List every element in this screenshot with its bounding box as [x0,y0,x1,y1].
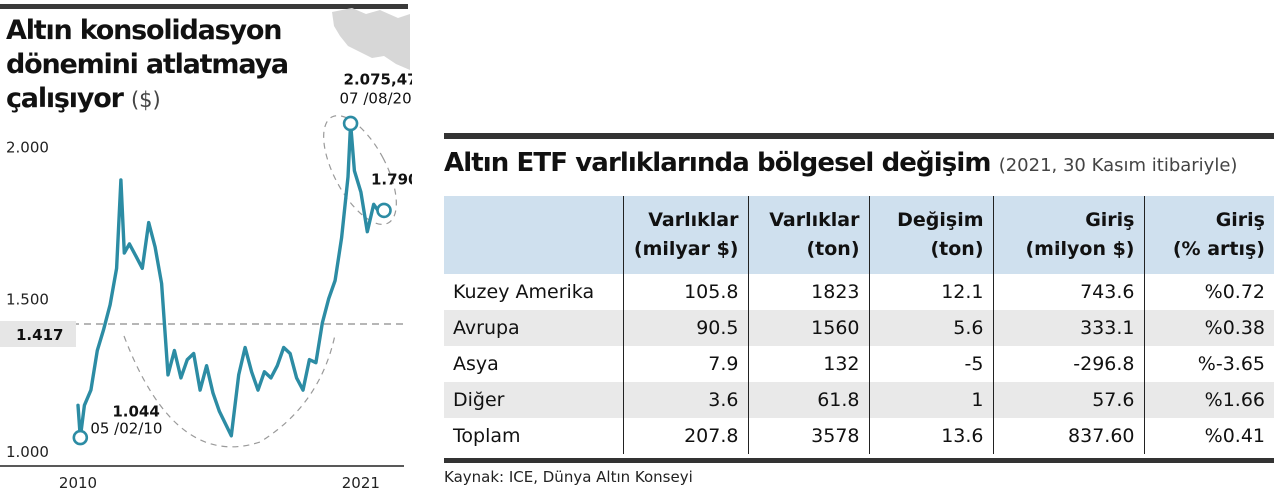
handle-guide-ellipse [323,115,397,225]
annotation-value: 1.044 [112,403,159,421]
table-top-rule [444,133,1274,139]
table-cell: 1560 [747,310,869,346]
annotation-date: 07 /08/20 [340,89,412,107]
annotation-value: 2.075,47 [344,70,412,88]
table-row: Toplam 207.8 3578 13.6 837.60 %0.41 [444,418,1274,454]
table-cell: 333.1 [992,310,1144,346]
table-cell: %-3.65 [1143,346,1274,382]
table-cell: 105.8 [622,274,748,310]
table-cell: -5 [868,346,993,382]
table-header-row: Varlıklar (milyar $) Varlıklar (ton) Değiş… [444,196,1274,274]
header-cell: Giriş (% artış) [1143,196,1274,274]
table-cell: 90.5 [622,310,748,346]
etf-table: Varlıklar (milyar $) Varlıklar (ton) Değiş… [444,196,1274,454]
reference-label-box [0,321,76,348]
table-title-text: Altın ETF varlıklarında bölgesel değişim [444,148,991,178]
table-cell: 13.6 [868,418,993,454]
header-line1: Giriş [1215,209,1265,231]
header-line1: Giriş [1085,209,1135,231]
table-row: Diğer 3.6 61.8 1 57.6 %1.66 [444,382,1274,418]
table-cell: 61.8 [747,382,869,418]
table-cell: %0.38 [1143,310,1274,346]
table-cell: 57.6 [992,382,1144,418]
header-line1: Varlıklar [769,209,860,231]
y-tick-label: 2.000 [6,138,49,156]
table-cell: 743.6 [992,274,1144,310]
header-cell: Varlıklar (ton) [747,196,869,274]
header-line1: Varlıklar [648,209,739,231]
table-cell: %1.66 [1143,382,1274,418]
map-silhouette [332,8,410,70]
header-line2: (% artış) [1172,238,1265,260]
table-row: Asya 7.9 132 -5 -296.8 %-3.65 [444,346,1274,382]
header-line2: (milyar $) [633,238,739,260]
header-line2: (milyon $) [1025,238,1135,260]
reference-label: 1.417 [16,326,63,344]
table-cell: 837.60 [992,418,1144,454]
table-title-note: (2021, 30 Kasım itibariyle) [998,155,1238,176]
etf-table-panel: Altın ETF varlıklarında bölgesel değişim… [440,0,1276,496]
annotation-value: 1.790 [371,170,412,188]
x-tick-label: 2010 [59,474,97,492]
gold-price-panel: 1.000 1.500 2.000 1.417 2010 2021 1.044 05 /02/… [0,0,412,496]
table-row: Avrupa 90.5 1560 5.6 333.1 %0.38 [444,310,1274,346]
table-cell: Kuzey Amerika [444,274,623,310]
table-cell: 7.9 [622,346,748,382]
table-cell: 1 [868,382,993,418]
header-cell: Giriş (milyon $) [992,196,1144,274]
table-cell: Toplam [444,418,623,454]
table-cell: 132 [747,346,869,382]
chart-top-rule [0,4,408,9]
table-cell: 3.6 [622,382,748,418]
table-cell: Asya [444,346,623,382]
y-tick-label: 1.000 [6,443,49,461]
annotation-marker [72,429,89,446]
header-cell [444,196,623,274]
table-bottom-rule [444,458,1274,463]
header-line2: (ton) [806,238,860,260]
x-tick-label: 2021 [342,474,380,492]
chart-unit: ($) [130,88,161,112]
annotation-date: 05 /02/10 [90,420,162,438]
table-cell: 3578 [747,418,869,454]
annotation-marker [342,115,359,132]
chart-title-text: Altın konsolidasyon dönemini atlatmaya ç… [6,15,289,114]
table-title: Altın ETF varlıklarında bölgesel değişim… [444,148,1274,178]
chart-title: Altın konsolidasyon dönemini atlatmaya ç… [6,14,406,117]
table-cell: 5.6 [868,310,993,346]
table-cell: Diğer [444,382,623,418]
header-line2: (ton) [930,238,984,260]
table-cell: 207.8 [622,418,748,454]
header-line1: Değişim [897,209,984,231]
table-cell: Avrupa [444,310,623,346]
table-row: Kuzey Amerika 105.8 1823 12.1 743.6 %0.7… [444,274,1274,310]
header-cell: Varlıklar (milyar $) [622,196,748,274]
header-cell: Değişim (ton) [868,196,993,274]
source-note: Kaynak: ICE, Dünya Altın Konseyi [444,468,693,486]
table-cell: 12.1 [868,274,993,310]
cup-guide-curve [123,334,336,448]
gold-price-line [76,121,386,440]
table-cell: %0.41 [1143,418,1274,454]
annotation-marker [376,202,392,219]
y-tick-label: 1.500 [6,291,49,309]
table-cell: -296.8 [992,346,1144,382]
table-cell: %0.72 [1143,274,1274,310]
table-cell: 1823 [747,274,869,310]
